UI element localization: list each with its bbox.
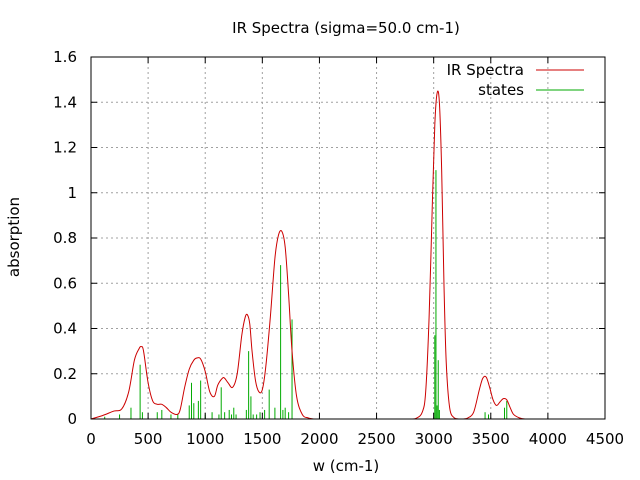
y-tick-label: 0.2 (53, 365, 77, 383)
x-tick-label: 1000 (186, 430, 224, 448)
x-axis-label: w (cm-1) (313, 457, 380, 475)
y-tick-label: 1 (67, 184, 77, 202)
x-tick-label: 0 (86, 430, 96, 448)
chart-title: IR Spectra (sigma=50.0 cm-1) (232, 19, 460, 37)
x-tick-label: 4500 (586, 430, 624, 448)
x-tick-label: 1500 (243, 430, 281, 448)
y-tick-label: 1.4 (53, 93, 77, 111)
x-tick-label: 500 (134, 430, 163, 448)
legend: IR Spectra states (447, 61, 584, 99)
x-tick-label: 3000 (415, 430, 453, 448)
y-tick-label: 1.2 (53, 139, 77, 157)
x-tick-label: 3500 (472, 430, 510, 448)
y-axis-label: absorption (5, 197, 23, 277)
states-impulses (104, 170, 508, 419)
legend-label-states: states (478, 81, 524, 99)
axis-ticks (90, 56, 606, 420)
legend-label-ir-spectra: IR Spectra (447, 61, 524, 79)
y-tick-label: 0.4 (53, 320, 77, 338)
y-tick-label: 0.6 (53, 274, 77, 292)
y-tick-label: 1.6 (53, 48, 77, 66)
x-tick-label: 2000 (300, 430, 338, 448)
y-tick-label: 0.8 (53, 229, 77, 247)
y-tick-label: 0 (67, 410, 77, 428)
grid-lines (91, 57, 605, 419)
ir-spectra-line (90, 90, 605, 420)
tick-labels: 0 500 1000 1500 2000 2500 3000 3500 4000 4500 0 0.2… (53, 48, 624, 448)
x-tick-label: 4000 (529, 430, 567, 448)
x-tick-label: 2500 (357, 430, 395, 448)
